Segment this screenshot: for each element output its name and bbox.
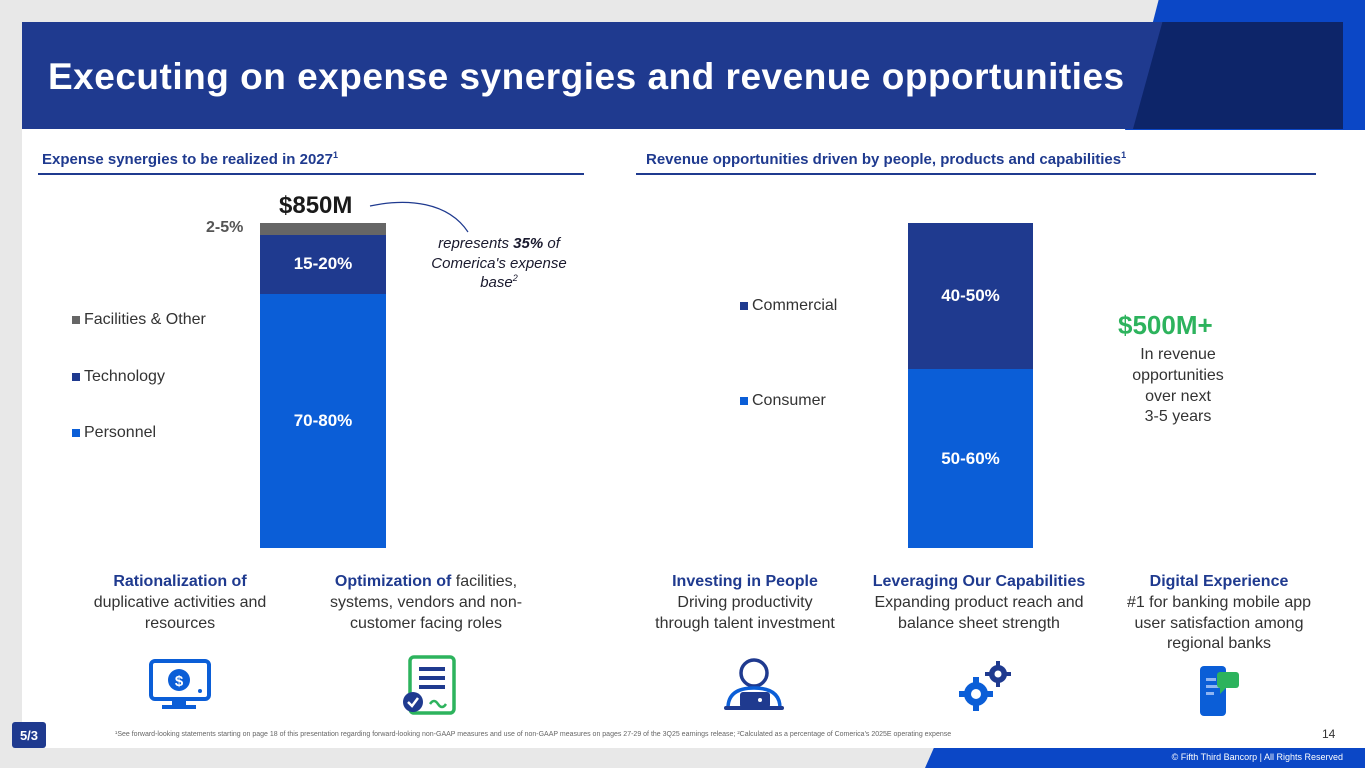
copyright: © Fifth Third Bancorp | All Rights Reser… bbox=[1171, 752, 1343, 762]
legend-facilities: Facilities & Other bbox=[72, 311, 206, 329]
expense-total-label: $850M bbox=[279, 192, 353, 219]
expense-note: represents 35% of Comerica's expense bas… bbox=[431, 235, 567, 291]
company-logo: 5/3 bbox=[12, 722, 46, 748]
bar-label-technology: 15-20% bbox=[293, 254, 353, 274]
legend-technology: Technology bbox=[72, 368, 165, 386]
legend-swatch-technology bbox=[72, 373, 80, 381]
caption-investing-people: Investing in People Driving productivity … bbox=[655, 573, 835, 632]
expense-section-heading: Expense synergies to be realized in 2027… bbox=[42, 150, 338, 168]
legend-swatch-personnel bbox=[72, 429, 80, 437]
bar-label-commercial: 40-50% bbox=[941, 286, 1000, 306]
bar-label-facilities-other: 2-5% bbox=[206, 218, 244, 236]
bar-segment-consumer bbox=[908, 369, 1033, 548]
legend-consumer: Consumer bbox=[740, 392, 826, 410]
left-strip bbox=[0, 0, 22, 768]
bar-segment-personnel bbox=[260, 294, 386, 548]
caption-leveraging-capabilities: Leveraging Our Capabilities Expanding pro… bbox=[872, 573, 1086, 632]
bar-segment-facilities-other bbox=[260, 223, 386, 235]
page-number: 14 bbox=[1322, 727, 1336, 741]
mobile-chat-icon bbox=[1200, 666, 1239, 716]
person-laptop-icon bbox=[724, 658, 784, 710]
top-strip bbox=[0, 0, 1365, 22]
legend-commercial: Commercial bbox=[740, 297, 837, 315]
legend-swatch-commercial bbox=[740, 302, 748, 310]
monitor-dollar-icon: $ bbox=[149, 659, 211, 709]
caption-rationalization: Rationalization of duplicative activities… bbox=[93, 573, 267, 632]
page-title: Executing on expense synergies and reven… bbox=[48, 56, 1125, 97]
caption-digital-experience: Digital Experience #1 for banking mobile … bbox=[1126, 573, 1312, 653]
bar-label-consumer: 50-60% bbox=[941, 448, 1000, 468]
caption-optimization: Optimization of facilities, systems, ven… bbox=[329, 573, 523, 632]
legend-swatch-facilities bbox=[72, 316, 80, 324]
bar-label-personnel: 70-80% bbox=[293, 411, 353, 431]
revenue-big-value: $500M+ bbox=[1118, 310, 1213, 340]
bar-segment-commercial bbox=[908, 223, 1033, 370]
gears-icon bbox=[959, 661, 1011, 711]
svg-text:$: $ bbox=[175, 673, 184, 690]
revenue-description: In revenue opportunities over next 3-5 y… bbox=[1132, 346, 1224, 426]
bar-segment-technology bbox=[260, 234, 386, 295]
revenue-section-rule bbox=[636, 173, 1316, 175]
legend-swatch-consumer bbox=[740, 397, 748, 405]
document-check-icon bbox=[403, 655, 456, 715]
expense-section-rule bbox=[38, 173, 584, 175]
header-dark-accent bbox=[1133, 22, 1343, 129]
revenue-section-heading: Revenue opportunities driven by people, … bbox=[646, 150, 1127, 168]
note-connector bbox=[369, 201, 469, 233]
legend-personnel: Personnel bbox=[72, 424, 156, 442]
footnote: ¹See forward-looking statements starting… bbox=[115, 731, 952, 738]
copyright-band bbox=[925, 748, 1365, 768]
header-band bbox=[22, 22, 1343, 129]
